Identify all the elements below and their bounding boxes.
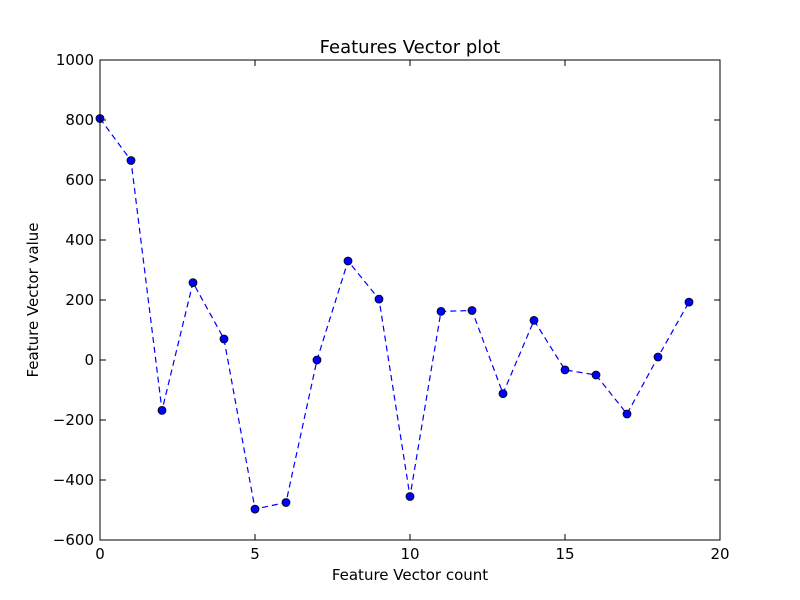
y-tick-label: −400 bbox=[53, 471, 94, 489]
y-tick-label: 600 bbox=[65, 171, 94, 189]
x-axis-label: Feature Vector count bbox=[332, 566, 488, 584]
data-point bbox=[281, 498, 291, 507]
data-point bbox=[374, 294, 384, 304]
x-tick-label: 15 bbox=[555, 545, 574, 563]
data-point bbox=[250, 504, 260, 514]
chart-title: Features Vector plot bbox=[320, 37, 501, 58]
y-tick-label: 800 bbox=[65, 111, 94, 129]
series-layer bbox=[95, 114, 694, 514]
data-point bbox=[653, 352, 663, 362]
x-tick-label: 10 bbox=[400, 545, 419, 563]
y-axis-label: Feature Vector value bbox=[24, 223, 42, 378]
data-point bbox=[126, 156, 136, 165]
series-line bbox=[99, 118, 690, 510]
data-point bbox=[622, 409, 632, 419]
y-tick-label: 400 bbox=[65, 231, 94, 249]
data-point bbox=[405, 492, 415, 501]
x-tick-label: 20 bbox=[710, 545, 729, 563]
data-point bbox=[188, 278, 198, 288]
data-point bbox=[219, 334, 229, 344]
plot-frame bbox=[99, 59, 721, 541]
ticks-layer: 0 5 10 15 20 −600 −400 −200 0 200 400 600 800 1000 bbox=[53, 51, 730, 563]
data-point bbox=[498, 389, 508, 399]
data-point bbox=[684, 297, 694, 307]
x-tick-label: 5 bbox=[250, 545, 260, 563]
y-tick-label: −200 bbox=[53, 411, 94, 429]
y-tick-label: 1000 bbox=[56, 51, 94, 69]
data-point bbox=[312, 355, 322, 365]
data-point bbox=[436, 306, 446, 316]
data-point bbox=[343, 256, 353, 266]
y-tick-label: 200 bbox=[65, 291, 94, 309]
data-point bbox=[157, 405, 167, 415]
x-tick-label: 0 bbox=[95, 545, 105, 563]
y-tick-label: 0 bbox=[84, 351, 94, 369]
y-tick-label: −600 bbox=[53, 531, 94, 549]
data-point bbox=[467, 306, 477, 315]
data-point bbox=[529, 315, 539, 325]
data-point bbox=[560, 365, 570, 375]
data-point bbox=[591, 370, 601, 380]
